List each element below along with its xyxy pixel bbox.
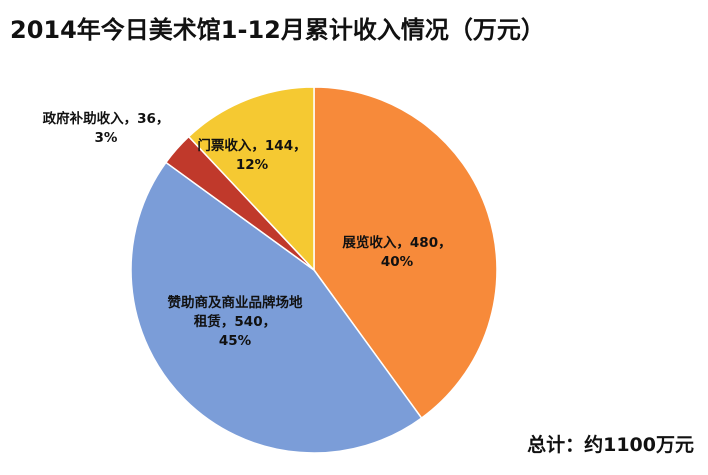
slice-label: 赞助商及商业品牌场地租赁，540， 45% [167,294,303,349]
chart-title: 2014年今日美术馆1-12月累计收入情况（万元） [10,16,545,44]
slice-label: 展览收入，480， 40% [342,234,451,270]
pie-slice [130,161,423,454]
slice-label: 门票收入，144， 12% [197,137,306,173]
slice-label: 政府补助收入，36， 3% [43,110,170,146]
pie-slice [187,86,315,272]
total-annotation: 总计：约1100万元 [527,434,694,456]
pie-slice [313,86,498,420]
